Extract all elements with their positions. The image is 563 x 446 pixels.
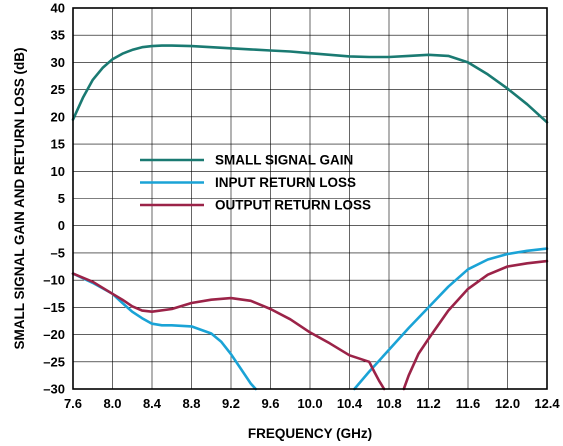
y-tick-label: –10: [43, 273, 65, 288]
y-tick-labels: 40 35 30 25 20 15 10 5 0 –5 –10 –15 –20 –25 –30: [43, 1, 65, 397]
legend-label: SMALL SIGNAL GAIN: [215, 153, 353, 168]
legend-label: INPUT RETURN LOSS: [215, 175, 356, 190]
y-tick-label: –20: [43, 327, 65, 342]
y-tick-label: –30: [43, 382, 65, 397]
x-tick-label: 11.6: [456, 396, 481, 411]
y-tick-label: 20: [51, 109, 65, 124]
x-axis-title: FREQUENCY (GHz): [248, 426, 372, 441]
y-tick-label: 35: [51, 28, 65, 43]
y-tick-label: 5: [58, 191, 65, 206]
y-tick-label: –15: [43, 300, 65, 315]
series-line-2: [71, 272, 257, 391]
x-tick-label: 8.0: [103, 396, 121, 411]
x-tick-label: 7.6: [64, 396, 82, 411]
plot-frame: [72, 7, 548, 390]
y-tick-label: 25: [51, 82, 65, 97]
y-tick-label: –25: [43, 354, 65, 369]
x-tick-label: 8.8: [182, 396, 200, 411]
series-line-3: [402, 259, 549, 391]
x-tick-label: 8.4: [143, 396, 162, 411]
y-tick-label: 15: [51, 137, 65, 152]
x-tick-label: 12.0: [495, 396, 520, 411]
y-tick-label: 30: [51, 55, 65, 70]
y-tick-label: 40: [51, 1, 65, 16]
x-tick-labels: 7.6 8.0 8.4 8.8 9.2 9.6 10.0 10.4 10.8 11.2 11.6 12…: [64, 396, 560, 411]
x-tick-label: 10.8: [376, 396, 401, 411]
y-tick-label: 0: [58, 218, 65, 233]
y-axis-title: SMALL SIGNAL GAIN AND RETURN LOSS (dB): [12, 48, 27, 350]
grid-lines: [73, 8, 547, 389]
series-line-3: [71, 272, 386, 391]
series-line-2: [353, 247, 549, 391]
series-line-1: [71, 44, 549, 124]
x-tick-label: 11.2: [416, 396, 441, 411]
x-tick-label: 12.4: [534, 396, 560, 411]
x-tick-label: 9.6: [261, 396, 279, 411]
y-tick-label: –5: [51, 245, 65, 260]
x-tick-label: 10.4: [337, 396, 363, 411]
y-tick-label: 10: [51, 164, 65, 179]
series-layer: [71, 44, 549, 391]
legend: SMALL SIGNAL GAIN INPUT RETURN LOSS OUTPUT…: [140, 153, 371, 213]
legend-label: OUTPUT RETURN LOSS: [215, 198, 371, 213]
x-tick-label: 10.0: [297, 396, 322, 411]
x-tick-label: 9.2: [222, 396, 240, 411]
